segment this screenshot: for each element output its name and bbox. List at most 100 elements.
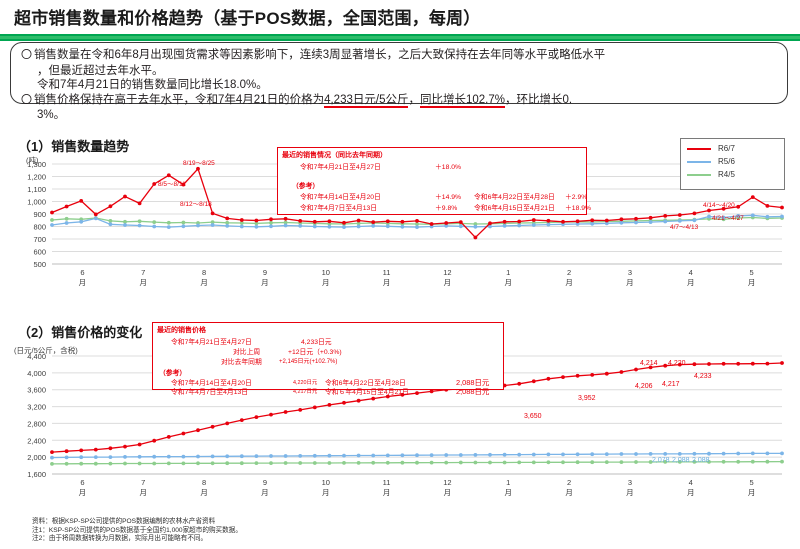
data-point [604, 452, 609, 456]
data-point [765, 451, 770, 456]
data-point [385, 224, 390, 229]
chart1-annotation-ref-header: （参考） [292, 183, 320, 190]
data-point [765, 204, 770, 208]
data-point [648, 215, 653, 220]
data-point [254, 454, 259, 458]
footnote-source: 资料：根据KSP-SP公司提供的POS数据编制的农林水产省资料 [32, 518, 216, 525]
data-point [108, 222, 113, 227]
data-point [721, 361, 726, 366]
data-point [400, 392, 405, 397]
data-point [473, 453, 478, 457]
data-point [677, 362, 682, 367]
data-point [210, 461, 215, 466]
legend-item-R5-6[interactable]: R5/6 [687, 155, 776, 168]
data-point [619, 370, 624, 374]
data-point [385, 460, 390, 465]
data-point [634, 220, 638, 225]
data-point [225, 461, 230, 466]
data-point [721, 206, 726, 211]
chart2-annotation-row1-date: 令和7年4月21日至4月27日 [171, 339, 252, 346]
x-axis-tick-label: 1 [506, 478, 510, 487]
data-point [575, 460, 580, 465]
data-point [707, 460, 711, 464]
data-point [50, 450, 54, 454]
data-point [517, 219, 522, 224]
data-point [79, 455, 84, 460]
data-point [225, 454, 230, 459]
data-point [385, 219, 390, 224]
bullet-marker: 〇 [21, 49, 32, 61]
y-axis-tick-label: 1,200 [27, 173, 46, 182]
data-point [123, 219, 127, 224]
data-point [283, 454, 288, 458]
x-axis-tick-label: 月 [444, 278, 452, 287]
data-point [750, 361, 755, 366]
data-point [79, 461, 84, 466]
data-point [283, 216, 288, 221]
data-point [444, 453, 449, 457]
data-point [108, 219, 113, 223]
data-point [648, 452, 653, 456]
data-point [371, 460, 376, 465]
data-point [152, 438, 157, 443]
data-point [590, 452, 595, 457]
chart2-annotation-row3-value: +2,145日元(+102.7%) [279, 359, 338, 365]
data-point [692, 460, 697, 464]
x-axis-tick-label: 月 [748, 488, 756, 497]
legend-item-R6-7[interactable]: R6/7 [687, 142, 776, 155]
data-point [356, 221, 361, 226]
y-axis-tick-label: 500 [33, 260, 46, 269]
x-axis-tick-label: 月 [140, 488, 148, 497]
data-point [196, 428, 200, 433]
legend-item-R4-5[interactable]: R4/5 [687, 168, 776, 181]
chart2-annotation-row4-date2: 令和6年4月22日至4月28日 [325, 380, 406, 387]
data-point [312, 461, 317, 465]
x-axis-tick-label: 月 [383, 278, 391, 287]
data-point [123, 444, 127, 449]
x-axis-tick-label: 月 [140, 278, 148, 287]
data-point [79, 448, 84, 453]
data-point [780, 214, 784, 219]
chart-point-label: 2,078 [652, 457, 670, 464]
data-point [196, 461, 200, 466]
data-point [181, 454, 186, 459]
data-point [692, 211, 697, 216]
data-point [93, 461, 98, 466]
chart2-annotation-row5-value2: 2,088日元 [456, 387, 490, 396]
x-axis-tick-label: 月 [200, 278, 208, 287]
y-axis-tick-label: 2,800 [27, 419, 46, 428]
x-axis-tick-label: 9 [263, 268, 267, 277]
data-point [546, 222, 551, 227]
data-point [415, 391, 419, 395]
x-axis-tick-label: 6 [80, 478, 84, 487]
chart1-legend: R6/7 R5/6 R4/5 [680, 138, 785, 190]
x-axis-tick-label: 月 [626, 488, 634, 497]
x-axis-tick-label: 月 [322, 278, 330, 287]
chart2-annotation-box: 最近的销售价格 令和7年4月21日至4月27日 4,233日元 对比上周 +12… [152, 322, 504, 396]
data-point [342, 220, 346, 225]
summary-bullet-2-part-1: 销售价格保持在高于去年水平，令和7年4月21日的价格为 [34, 93, 325, 106]
data-point [64, 449, 69, 454]
data-point [50, 455, 54, 460]
data-point [371, 224, 376, 228]
data-point [312, 224, 317, 229]
footnotes: 资料：根据KSP-SP公司提供的POS数据编制的农林水产省资料 注1：KSP-S… [32, 518, 242, 544]
x-axis-tick-label: 月 [261, 278, 269, 287]
data-point [298, 461, 303, 465]
summary-highlight-yoy: 同比增长102.7% [419, 93, 505, 108]
data-point [561, 375, 565, 379]
data-point [575, 452, 580, 457]
data-point [269, 217, 273, 222]
chart1-annotation-row3-date2: 令和6年4月15日至4月21日 [474, 205, 555, 212]
data-point [152, 182, 157, 186]
x-axis-tick-label: 11 [383, 478, 391, 487]
data-point [166, 461, 171, 466]
data-point [590, 373, 595, 377]
x-axis-tick-label: 4 [689, 268, 693, 277]
data-point [342, 453, 346, 458]
chart-point-label: 8/5～8/11 [158, 181, 186, 188]
data-point [575, 373, 580, 378]
footnote-2: 注2：由于将周数据转换为月数据，实际月出可能略有不同。 [32, 535, 208, 543]
data-point [64, 455, 69, 460]
